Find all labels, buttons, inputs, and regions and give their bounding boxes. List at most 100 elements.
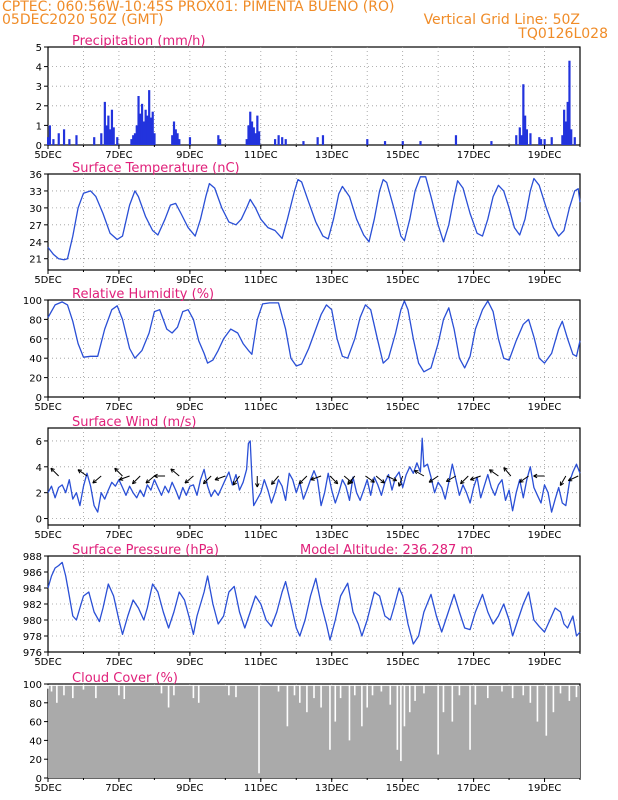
panel4-ytick-label: 6: [36, 437, 42, 448]
panel4-wind-arrowhead: [114, 467, 119, 473]
panel5-xtick-label: 15DEC: [386, 657, 420, 668]
panel6-cloud-gap: [522, 684, 525, 696]
panel4-wind-arrowhead: [414, 470, 419, 475]
panel4-wind-arrowhead: [77, 469, 83, 474]
panel1-bar: [245, 139, 248, 145]
panel5-ytick-label: 978: [23, 632, 42, 643]
panel4-xtick-label: 11DEC: [244, 530, 278, 541]
panel1-bar: [68, 139, 71, 145]
panel1-bar: [144, 109, 147, 145]
panel3-xtick-label: 11DEC: [244, 402, 278, 413]
panel6-cloud-gap: [50, 684, 53, 692]
panel5-ytick-label: 988: [23, 552, 42, 563]
panel3-xtick-label: 7DEC: [105, 402, 132, 413]
panel5-xtick-label: 19DEC: [528, 657, 562, 668]
panel1-bar: [543, 139, 546, 145]
panel6-cloud-gap: [469, 684, 471, 750]
panel5-ytick-label: 976: [23, 648, 42, 659]
panel6-cloud-gap: [389, 684, 392, 705]
panel6-cloud-gap: [423, 684, 425, 694]
panel4-wind-arrowhead: [202, 479, 208, 485]
panel1-bar: [109, 129, 112, 145]
panel6-cloud-gap: [552, 684, 555, 713]
panel4-wind-arrowhead: [567, 477, 573, 482]
panel2-title: Surface Temperature (nC): [72, 161, 240, 176]
panel6-xtick-label: 7DEC: [105, 783, 132, 794]
panel2-xtick-label: 5DEC: [34, 275, 61, 286]
panel6-cloud-gap: [192, 684, 195, 699]
panel1-ytick-label: 2: [36, 102, 42, 113]
panel5-ytick-label: 984: [23, 584, 42, 595]
panel1-bar: [142, 121, 145, 145]
panel4-wind-vector: [329, 475, 339, 485]
panel6-cloud-gap: [293, 684, 296, 696]
panel3-title: Relative Humidity (%): [72, 287, 214, 302]
panel1-bar: [254, 133, 257, 145]
panel4-wind-vector: [503, 467, 512, 477]
panel4-wind-arrowhead: [488, 469, 494, 474]
panel4-frame: [47, 427, 581, 526]
panel1-bar: [112, 127, 115, 145]
panel3-xtick-label: 13DEC: [315, 402, 349, 413]
header-date: 05DEC2020 50Z (GMT): [2, 12, 164, 28]
panel5-ytick-label: 980: [23, 616, 42, 627]
panel6-cloud-gap: [167, 684, 170, 708]
panel5-xtick-label: 13DEC: [315, 657, 349, 668]
panel4-wind-arrowhead: [559, 481, 564, 486]
panel6-cloud-gap: [306, 684, 308, 713]
panel1-bar: [217, 135, 220, 145]
panel4-wind-vector: [170, 468, 180, 477]
panel6-cloud-gap: [396, 684, 399, 750]
panel2-xtick-label: 9DEC: [176, 275, 203, 286]
panel6-cloud-gap: [559, 684, 562, 694]
panel2-ytick-label: 33: [29, 187, 42, 198]
panel1-bar: [135, 125, 138, 145]
panel1-bar: [522, 84, 525, 145]
panel1-bar: [110, 109, 114, 145]
panel6-cloud-gap: [442, 684, 445, 713]
panel3-ytick-label: 20: [29, 374, 42, 385]
panel6-ytick-label: 100: [23, 680, 42, 691]
panel4-wind-vector: [446, 475, 457, 482]
panel1-bar: [103, 101, 106, 145]
panel6-ytick-label: 20: [29, 755, 42, 766]
panel1-bar: [132, 135, 135, 145]
panel1-xtick-label: 5DEC: [34, 150, 61, 161]
panel1-bar: [419, 141, 422, 145]
panel6-cloud-gap: [286, 684, 289, 727]
panel4-wind-vector: [343, 475, 353, 484]
panel1-bar: [174, 129, 177, 145]
panel3-ytick-label: 60: [29, 335, 42, 346]
panel6-cloud-fill: [48, 685, 580, 778]
panel1-bar: [219, 139, 222, 145]
panel1-ytick-label: 3: [36, 82, 42, 93]
panel2-ytick-label: 27: [29, 221, 42, 232]
panel4-wind-vector: [470, 475, 481, 481]
panel3-ytick-label: 40: [29, 354, 42, 365]
panel3-series-line: [47, 300, 581, 373]
panel4-xtick-label: 7DEC: [105, 530, 132, 541]
panel4-wind-vector: [365, 475, 375, 483]
panel4-wind-vector: [489, 469, 499, 477]
panel4-wind-vector: [232, 475, 240, 486]
panel6-cloud-gap: [451, 684, 454, 722]
panel6-ytick-label: 80: [29, 699, 42, 710]
panel6-cloud-gap: [329, 684, 331, 750]
panel6-xtick-label: 19DEC: [528, 783, 562, 794]
panel6-ytick-label: 40: [29, 736, 42, 747]
panel4-wind-vector: [568, 475, 579, 482]
panel3-ytick-label: 100: [23, 296, 42, 307]
panel1-bar: [256, 115, 259, 145]
panel6-cloud-gap: [353, 684, 356, 696]
panel5-title: Surface Pressure (hPa): [72, 543, 219, 558]
panel4-wind-vector: [184, 475, 194, 484]
panel1-bar: [568, 60, 571, 145]
panel1-bar: [524, 115, 527, 145]
panel6-cloud-gap: [63, 684, 65, 696]
panel1-bar: [130, 139, 133, 145]
panel4-wind-vector: [132, 475, 141, 485]
panel3-xtick-label: 19DEC: [528, 402, 562, 413]
panel6-ytick-label: 60: [29, 718, 42, 729]
panel1-bar: [171, 135, 174, 145]
panel4-wind-arrowhead: [145, 479, 150, 484]
